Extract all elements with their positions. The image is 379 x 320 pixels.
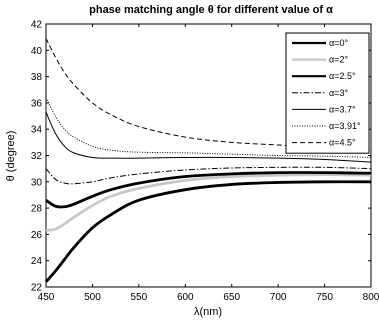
series-line-5 bbox=[45, 97, 372, 158]
legend-label-3: α=3° bbox=[329, 88, 348, 98]
y-tick-label: 34 bbox=[31, 125, 43, 136]
legend-label-1: α=2° bbox=[329, 55, 348, 65]
series-line-3 bbox=[45, 166, 372, 185]
y-tick-label: 22 bbox=[31, 283, 43, 294]
x-tick-label: 750 bbox=[316, 292, 333, 303]
legend-label-0: α=0° bbox=[329, 38, 348, 48]
legend: α=0° α=2° α=2.5° α=3° α=3.7° α=3.91° α=4.5° bbox=[285, 32, 370, 154]
y-axis-label: θ (degree) bbox=[5, 131, 17, 182]
series-line-4 bbox=[45, 111, 372, 163]
legend-label-5: α=3.91° bbox=[329, 121, 361, 131]
y-tick-label: 36 bbox=[31, 98, 43, 109]
y-tick-label: 42 bbox=[31, 20, 43, 31]
y-tick-label: 38 bbox=[31, 72, 43, 83]
axis-ticks: 450 500 550 600 650 700 750 800 22 24 26 28 30 32 34 36… bbox=[31, 20, 379, 304]
y-tick-label: 30 bbox=[31, 177, 43, 188]
series-lines bbox=[44, 38, 372, 283]
x-tick-label: 550 bbox=[131, 292, 148, 303]
series-line-2 bbox=[45, 171, 372, 209]
y-tick-label: 26 bbox=[31, 230, 43, 241]
x-tick-label: 500 bbox=[84, 292, 101, 303]
legend-label-2: α=2.5° bbox=[329, 71, 356, 81]
x-tick-label: 450 bbox=[38, 292, 55, 303]
y-tick-label: 24 bbox=[31, 256, 43, 267]
series-line-0 bbox=[44, 180, 372, 283]
series-line-1 bbox=[45, 173, 372, 232]
y-tick-label: 40 bbox=[31, 46, 43, 57]
y-tick-label: 28 bbox=[31, 204, 43, 215]
chart-title: phase matching angle θ for different val… bbox=[89, 4, 333, 16]
x-tick-label: 650 bbox=[223, 292, 240, 303]
x-tick-label: 600 bbox=[177, 292, 194, 303]
x-tick-label: 800 bbox=[363, 292, 379, 303]
legend-label-4: α=3.7° bbox=[329, 104, 356, 114]
y-tick-label: 32 bbox=[31, 151, 43, 162]
x-axis-label: λ(nm) bbox=[194, 306, 222, 318]
x-tick-label: 700 bbox=[270, 292, 287, 303]
legend-box bbox=[285, 32, 370, 154]
legend-label-6: α=4.5° bbox=[329, 138, 356, 148]
series-line-6 bbox=[45, 38, 372, 151]
